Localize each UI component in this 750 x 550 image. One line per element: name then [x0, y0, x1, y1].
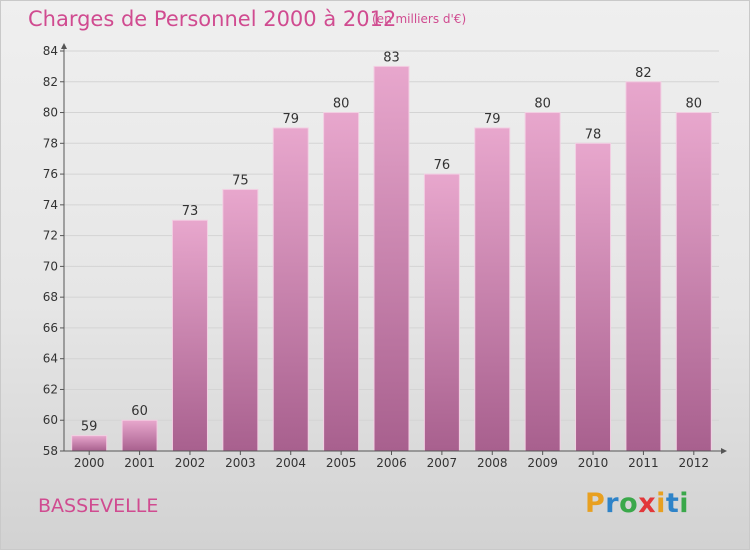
value-label: 76 [434, 158, 451, 173]
y-tick-label: 68 [43, 290, 58, 304]
bar-2012 [675, 112, 712, 452]
y-tick-label: 82 [43, 75, 58, 89]
value-label: 83 [383, 50, 400, 65]
commune-name: BASSEVELLE [38, 495, 159, 517]
bar-2009 [524, 112, 561, 452]
y-axis-arrow [61, 43, 67, 49]
value-label: 79 [282, 112, 299, 127]
y-tick-label: 62 [43, 382, 58, 396]
bar-2011 [625, 81, 662, 452]
value-label: 79 [484, 112, 501, 127]
bar-2010 [575, 142, 612, 452]
logo-letter: r [605, 488, 620, 519]
y-tick-label: 72 [43, 229, 58, 243]
proxiti-logo: Proxiti [585, 488, 689, 519]
y-tick-label: 64 [43, 352, 58, 366]
bar-2007 [423, 173, 460, 452]
value-label: 60 [131, 404, 148, 419]
x-tick-label: 2008 [477, 456, 508, 470]
x-tick-label: 2011 [628, 456, 659, 470]
value-label: 80 [534, 97, 551, 112]
y-tick-label: 80 [43, 106, 58, 120]
value-label: 80 [333, 97, 350, 112]
x-tick-label: 2005 [326, 456, 357, 470]
x-tick-label: 2009 [527, 456, 558, 470]
logo-letter: i [679, 488, 690, 519]
bar-2008 [474, 127, 511, 452]
x-tick-label: 2004 [275, 456, 306, 470]
x-tick-label: 2000 [74, 456, 105, 470]
x-tick-label: 2007 [427, 456, 458, 470]
bars: 59 60 73 75 79 80 83 76 79 80 78 82 80 [71, 50, 712, 452]
value-label: 59 [81, 420, 98, 435]
x-tick-label: 2010 [578, 456, 609, 470]
logo-letter: t [665, 488, 680, 519]
y-tick-label: 76 [43, 167, 58, 181]
x-tick-label: 2002 [175, 456, 206, 470]
y-tick-label: 70 [43, 259, 58, 273]
bar-2000 [71, 435, 108, 452]
bar-2003 [222, 188, 259, 452]
bar-2001 [121, 419, 158, 452]
bar-2006 [373, 65, 410, 452]
logo-letter: P [585, 488, 606, 519]
x-axis-arrow [721, 448, 727, 454]
value-label: 75 [232, 173, 249, 188]
bar-2002 [171, 219, 208, 452]
value-label: 80 [686, 97, 703, 112]
axes: 58 60 62 64 66 68 70 72 74 76 78 80 82 84 2000 2001 2002… [43, 43, 727, 470]
logo-letter: o [619, 488, 639, 519]
x-tick-label: 2001 [124, 456, 155, 470]
value-label: 82 [635, 66, 652, 81]
x-tick-label: 2003 [225, 456, 256, 470]
value-label: 78 [585, 127, 602, 142]
logo-letter: x [638, 488, 657, 519]
logo-letter: i [656, 488, 666, 519]
x-tick-label: 2012 [679, 456, 710, 470]
value-label: 73 [182, 204, 199, 219]
bar-2004 [272, 127, 309, 452]
y-tick-label: 60 [43, 413, 58, 427]
bar-2005 [323, 112, 360, 452]
chart-title: Charges de Personnel 2000 à 2012 [28, 7, 397, 31]
y-tick-label: 84 [43, 44, 58, 58]
y-tick-label: 58 [43, 444, 58, 458]
y-tick-label: 66 [43, 321, 58, 335]
y-tick-label: 78 [43, 136, 58, 150]
chart-subtitle: (en milliers d'€) [372, 12, 467, 26]
x-tick-label: 2006 [376, 456, 407, 470]
y-tick-label: 74 [43, 198, 58, 212]
